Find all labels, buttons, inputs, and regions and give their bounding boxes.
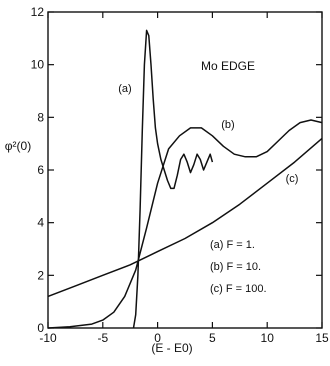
y-tick-label: 2 [37, 268, 44, 282]
legend-entry-c: (c) F = 100. [210, 283, 267, 295]
y-tick-label: 8 [37, 110, 44, 124]
plot-area: -10 -5 0 5 10 15 0 2 4 6 8 10 12 [31, 5, 329, 345]
y-tick-label: 10 [31, 58, 45, 72]
y-axis-label: φ²(0) [5, 139, 31, 153]
x-tick-label: -5 [97, 331, 108, 345]
x-axis-label: (E - E0) [151, 341, 192, 355]
x-tick-label: 10 [261, 331, 275, 345]
series-b-line [47, 119, 323, 329]
x-tick-label: 5 [209, 331, 216, 345]
y-tick-label: 6 [37, 163, 44, 177]
legend-entry-b: (b) F = 10. [210, 261, 261, 273]
y-tick-label: 12 [31, 5, 45, 19]
series-a-line [132, 29, 214, 329]
chart-title: Mo EDGE [201, 59, 255, 73]
x-tick-label: 15 [315, 331, 329, 345]
y-tick-label: 4 [37, 216, 44, 230]
legend-entry-a: (a) F = 1. [210, 239, 255, 251]
series-c-line [47, 137, 323, 298]
series-label-a: (a) [118, 83, 131, 95]
x-tick-label: -10 [39, 331, 57, 345]
series-label-b: (b) [221, 119, 234, 131]
y-tick-label: 0 [37, 321, 44, 335]
x-tick-label: 0 [154, 331, 161, 345]
series-label-c: (c) [286, 173, 299, 185]
